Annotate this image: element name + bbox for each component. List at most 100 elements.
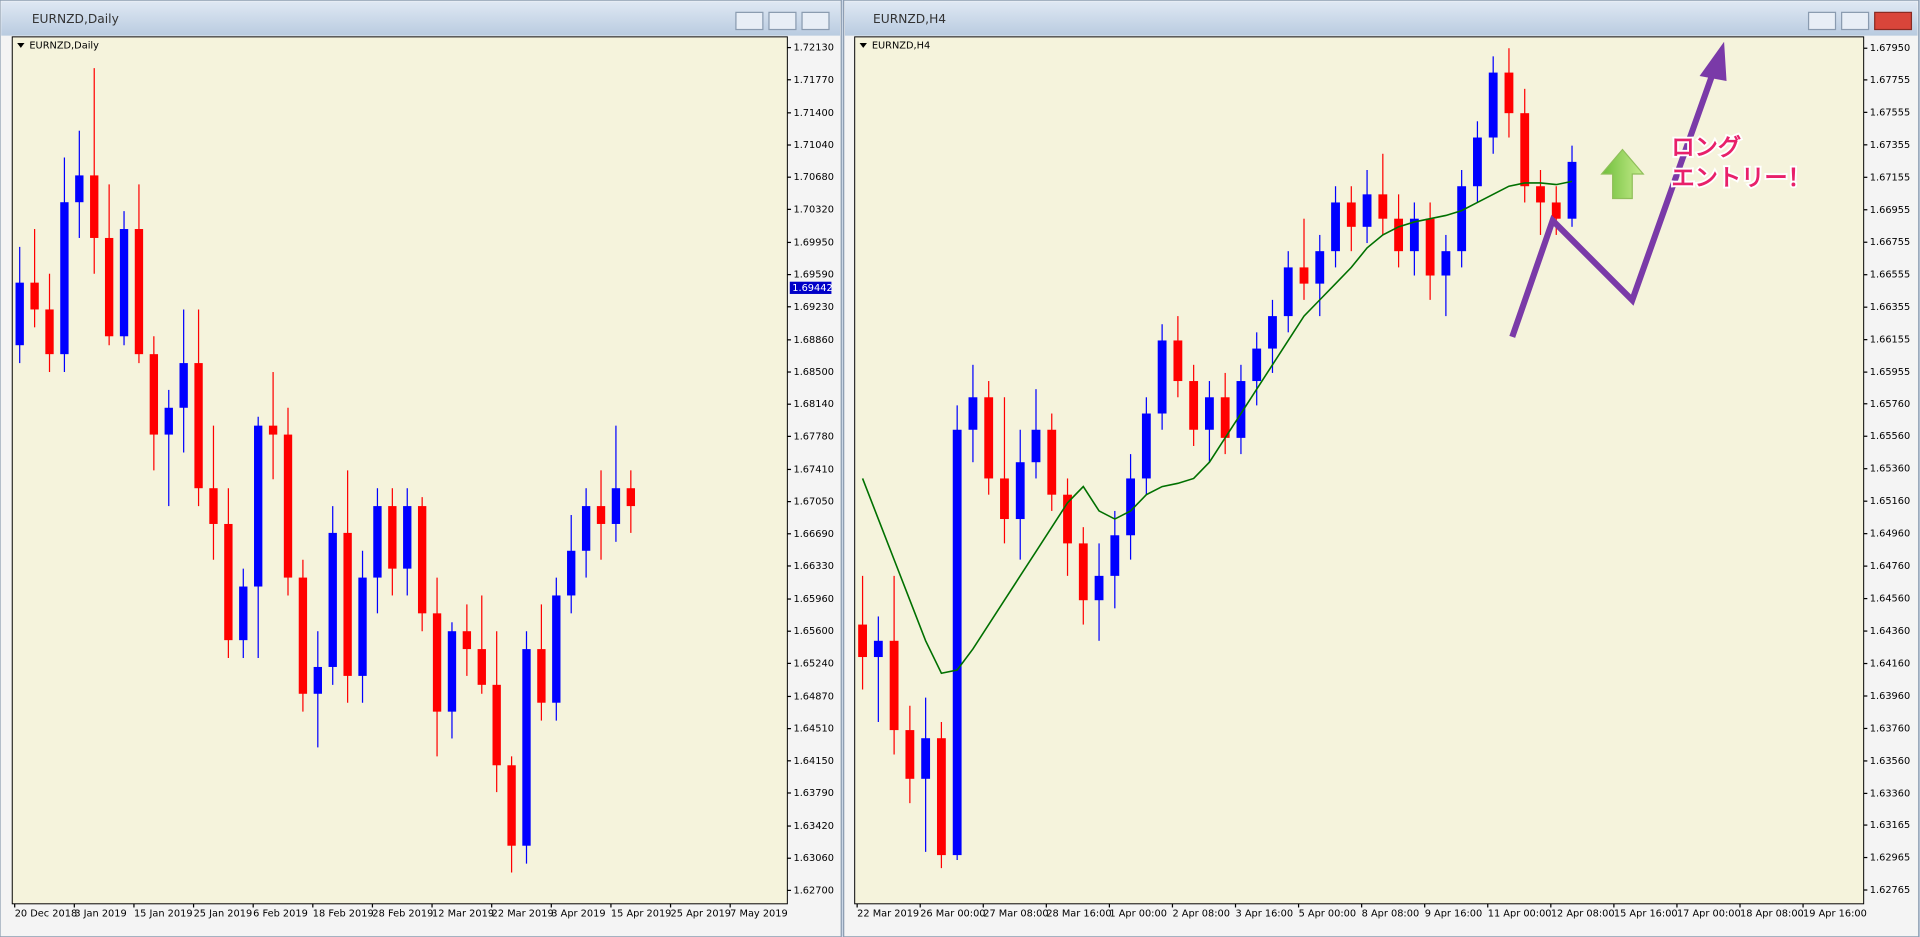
minimize-button[interactable]: [1807, 11, 1837, 31]
candle-body: [1078, 543, 1088, 601]
candle-body: [75, 175, 84, 203]
y-tick-label: 1.66555: [1870, 270, 1910, 281]
candle-body: [1094, 575, 1104, 601]
chart-label: EURNZD,Daily: [29, 40, 99, 51]
candle-body: [1457, 186, 1467, 252]
candle-body: [1409, 218, 1419, 252]
x-tick-label: 15 Apr 2019: [611, 909, 671, 920]
candle-body: [1126, 478, 1136, 536]
y-tick-label: 1.63960: [1870, 691, 1910, 702]
candle-body: [45, 309, 54, 355]
candle-body: [1520, 113, 1530, 187]
maximize-button[interactable]: [1841, 11, 1870, 31]
candle-body: [596, 506, 606, 524]
y-tick-label: 1.63420: [793, 821, 833, 832]
candle-body: [15, 282, 24, 346]
y-tick-label: 1.63560: [1870, 756, 1910, 767]
plot-area: [11, 36, 788, 905]
maximize-button[interactable]: [768, 11, 797, 31]
x-tick-label: 25 Apr 2019: [671, 909, 731, 920]
price-tag-label: 1.69442: [792, 283, 832, 294]
minimize-button[interactable]: [735, 11, 764, 31]
candle-body: [1504, 72, 1514, 114]
x-tick-label: 2 Apr 08:00: [1172, 909, 1230, 920]
candle-body: [936, 738, 946, 856]
y-tick-label: 1.63360: [1870, 788, 1910, 799]
candle-body: [1473, 137, 1482, 187]
y-tick-label: 1.65600: [793, 626, 833, 637]
candle-body: [417, 506, 427, 614]
y-tick-label: 1.67755: [1870, 75, 1910, 86]
y-tick-label: 1.64510: [793, 724, 833, 735]
candle-body: [1031, 429, 1041, 463]
y-tick-label: 1.62965: [1870, 853, 1910, 864]
candle-body: [1220, 397, 1230, 438]
candle-body: [567, 550, 576, 596]
x-tick-label: 11 Apr 00:00: [1488, 909, 1552, 920]
y-tick-label: 1.63760: [1870, 723, 1910, 734]
annotation-text: エントリー！: [1671, 164, 1811, 191]
arrow-head: [1699, 41, 1727, 81]
candle-body: [1488, 72, 1498, 138]
charts: EURNZD,Daily 1.72130 1.71770 1.71400 1.71040…: [11, 36, 1910, 920]
candle-body: [1394, 218, 1404, 252]
candle-body: [254, 425, 263, 587]
x-tick-label: 12 Mar 2019: [432, 909, 494, 920]
candle-body: [1252, 348, 1262, 382]
candle-body: [1283, 267, 1293, 317]
x-tick-label: 22 Mar 2019: [857, 909, 919, 920]
y-tick-label: 1.66355: [1870, 302, 1910, 313]
y-tick-label: 1.66690: [793, 529, 833, 540]
y-tick-label: 1.64960: [1870, 529, 1910, 540]
y-tick-label: 1.70320: [793, 204, 833, 215]
x-tick-label: 18 Apr 08:00: [1740, 909, 1804, 920]
candle-body: [507, 765, 516, 846]
candle-body: [889, 640, 899, 731]
x-tick-label: 26 Mar 00:00: [920, 909, 985, 920]
y-tick-label: 1.62765: [1870, 885, 1910, 896]
candle-body: [209, 488, 218, 524]
y-tick-label: 1.62700: [793, 885, 833, 896]
y-tick-label: 1.67950: [1870, 43, 1910, 54]
y-tick-label: 1.71040: [793, 140, 833, 151]
candle-body: [858, 624, 867, 658]
candle-body: [921, 738, 931, 779]
candle-body: [60, 202, 69, 355]
candle-body: [984, 397, 994, 479]
y-tick-label: 1.65760: [1870, 399, 1910, 410]
x-tick-label: 25 Jan 2019: [194, 909, 253, 920]
y-tick-label: 1.71770: [793, 75, 833, 86]
candle-body: [1015, 462, 1025, 520]
price-tag: [789, 281, 832, 294]
x-tick-label: 15 Apr 16:00: [1614, 909, 1678, 920]
candle-body: [403, 506, 412, 569]
y-tick-label: 1.67050: [793, 497, 833, 508]
candle-body: [1189, 381, 1199, 430]
candle-body: [552, 595, 561, 703]
y-tick-label: 1.65240: [793, 658, 833, 669]
candle-body: [328, 532, 337, 667]
y-tick-label: 1.67410: [793, 464, 833, 475]
candle-body: [194, 363, 203, 489]
y-tick-label: 1.67780: [793, 431, 833, 442]
candle-body: [1536, 186, 1545, 203]
y-tick-label: 1.64760: [1870, 561, 1910, 572]
y-tick-label: 1.65960: [793, 594, 833, 605]
x-tick-label: 3 Apr 2019: [551, 909, 605, 920]
candle-body: [626, 488, 636, 507]
candle-body: [1315, 251, 1325, 284]
candle-body: [477, 649, 486, 685]
candle-body: [1378, 194, 1388, 219]
close-button[interactable]: [1874, 11, 1913, 31]
candle-body: [1551, 202, 1561, 219]
x-tick-label: 28 Mar 16:00: [1046, 909, 1111, 920]
candle-body: [30, 282, 39, 310]
y-tick-label: 1.68860: [793, 335, 833, 346]
candle-body: [873, 640, 883, 658]
x-tick-label: 9 Apr 16:00: [1425, 909, 1483, 920]
candle-body: [537, 649, 546, 703]
y-tick-label: 1.67355: [1870, 140, 1910, 151]
close-button[interactable]: [801, 11, 830, 31]
symbol-menu-icon: [859, 42, 867, 48]
